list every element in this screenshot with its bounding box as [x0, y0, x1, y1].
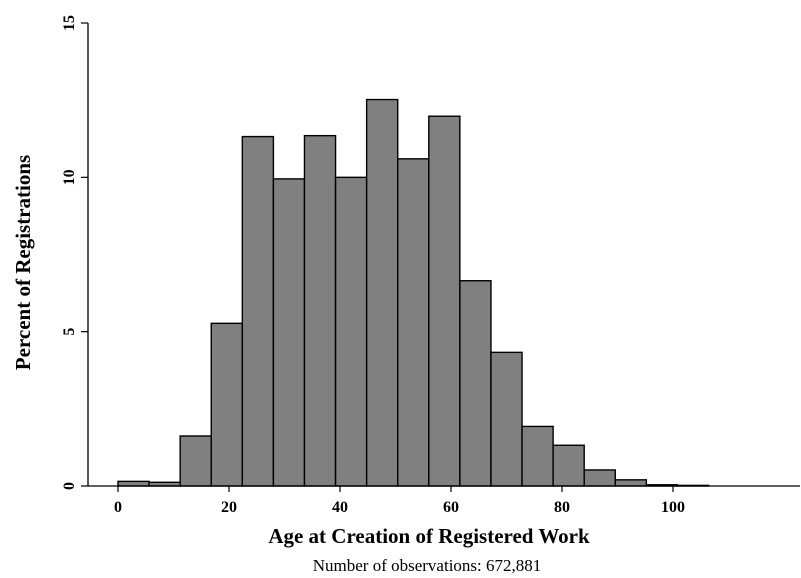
- y-tick-label: 10: [61, 169, 78, 185]
- bars-group: [117, 98, 710, 487]
- x-tick-label: 20: [221, 499, 237, 516]
- histogram-bar: [583, 469, 616, 487]
- histogram-bar: [521, 425, 554, 487]
- x-tick-label: 100: [661, 499, 685, 516]
- histogram-bar: [334, 176, 368, 487]
- histogram-bar: [365, 98, 399, 487]
- histogram-bar: [272, 178, 306, 487]
- x-axis-title: Age at Creation of Registered Work: [268, 524, 590, 548]
- y-tick-label: 15: [61, 15, 78, 31]
- histogram-bar: [397, 158, 430, 487]
- histogram-bar: [210, 322, 244, 487]
- y-tick-label: 0: [61, 482, 78, 490]
- histogram-bar: [490, 351, 523, 487]
- x-tick-label: 40: [332, 499, 348, 516]
- histogram-bar: [459, 280, 492, 487]
- histogram-bar: [552, 444, 585, 487]
- histogram-bar: [117, 480, 150, 487]
- observations-note: Number of observations: 672,881: [313, 556, 542, 575]
- y-axis-ticks: 0 5 10 15: [61, 15, 88, 490]
- histogram-bar: [428, 115, 461, 487]
- histogram-bar: [614, 479, 648, 487]
- histogram-bar: [241, 135, 275, 487]
- histogram-bar: [179, 435, 212, 487]
- x-tick-label: 80: [554, 499, 570, 516]
- x-axis-ticks: 0 20 40 60 80 100: [114, 486, 685, 516]
- y-tick-label: 5: [61, 328, 78, 336]
- x-tick-label: 60: [443, 499, 459, 516]
- x-tick-label: 0: [114, 499, 122, 516]
- y-axis-title: Percent of Registrations: [11, 155, 35, 370]
- histogram-bar: [303, 134, 337, 487]
